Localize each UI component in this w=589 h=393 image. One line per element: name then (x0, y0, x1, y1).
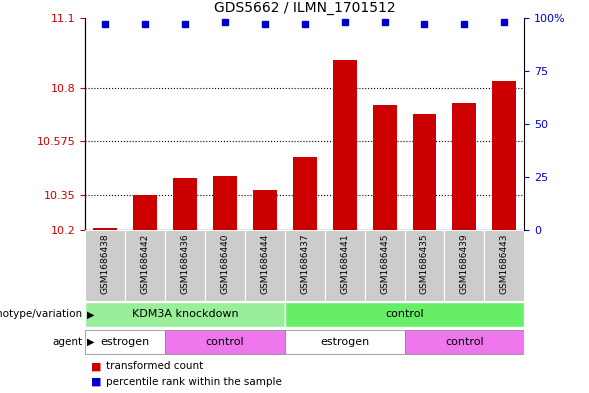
Text: ▶: ▶ (87, 309, 94, 320)
Bar (133, 195, 157, 230)
Text: agent: agent (52, 337, 82, 347)
Text: estrogen: estrogen (320, 337, 369, 347)
Text: ▶: ▶ (87, 337, 94, 347)
Text: GSM1686436: GSM1686436 (181, 233, 190, 294)
Bar (205, 230, 245, 301)
Text: GSM1686435: GSM1686435 (420, 233, 429, 294)
Text: percentile rank within the sample: percentile rank within the sample (106, 377, 282, 387)
Bar (165, 230, 205, 301)
Bar (85, 302, 285, 327)
Text: genotype/variation: genotype/variation (0, 309, 82, 320)
Bar (405, 230, 445, 301)
Bar (445, 230, 484, 301)
Bar (285, 230, 325, 301)
Bar (412, 114, 436, 230)
Bar (245, 230, 285, 301)
Bar (285, 329, 405, 354)
Bar (85, 329, 165, 354)
Bar (173, 178, 197, 230)
Bar (373, 105, 396, 230)
Bar (325, 230, 365, 301)
Text: GSM1686437: GSM1686437 (300, 233, 309, 294)
Bar (285, 302, 524, 327)
Text: GSM1686442: GSM1686442 (141, 233, 150, 294)
Bar (213, 176, 237, 230)
Title: GDS5662 / ILMN_1701512: GDS5662 / ILMN_1701512 (214, 1, 396, 15)
Text: GSM1686440: GSM1686440 (220, 233, 230, 294)
Bar (85, 230, 125, 301)
Bar (484, 230, 524, 301)
Text: control: control (206, 337, 244, 347)
Text: estrogen: estrogen (101, 337, 150, 347)
Bar (125, 230, 165, 301)
Bar (365, 230, 405, 301)
Bar (452, 103, 477, 230)
Text: ■: ■ (91, 361, 102, 371)
Text: GSM1686439: GSM1686439 (460, 233, 469, 294)
Bar (94, 228, 117, 230)
Text: GSM1686444: GSM1686444 (260, 233, 269, 294)
Text: control: control (445, 337, 484, 347)
Text: transformed count: transformed count (106, 361, 203, 371)
Text: GSM1686438: GSM1686438 (101, 233, 110, 294)
Text: control: control (385, 309, 424, 320)
Bar (333, 60, 357, 230)
Bar (165, 329, 285, 354)
Text: GSM1686441: GSM1686441 (340, 233, 349, 294)
Bar (293, 157, 317, 230)
Bar (253, 190, 277, 230)
Text: GSM1686445: GSM1686445 (380, 233, 389, 294)
Text: GSM1686443: GSM1686443 (499, 233, 509, 294)
Text: ■: ■ (91, 377, 102, 387)
Bar (492, 81, 516, 230)
Text: KDM3A knockdown: KDM3A knockdown (132, 309, 239, 320)
Bar (405, 329, 524, 354)
